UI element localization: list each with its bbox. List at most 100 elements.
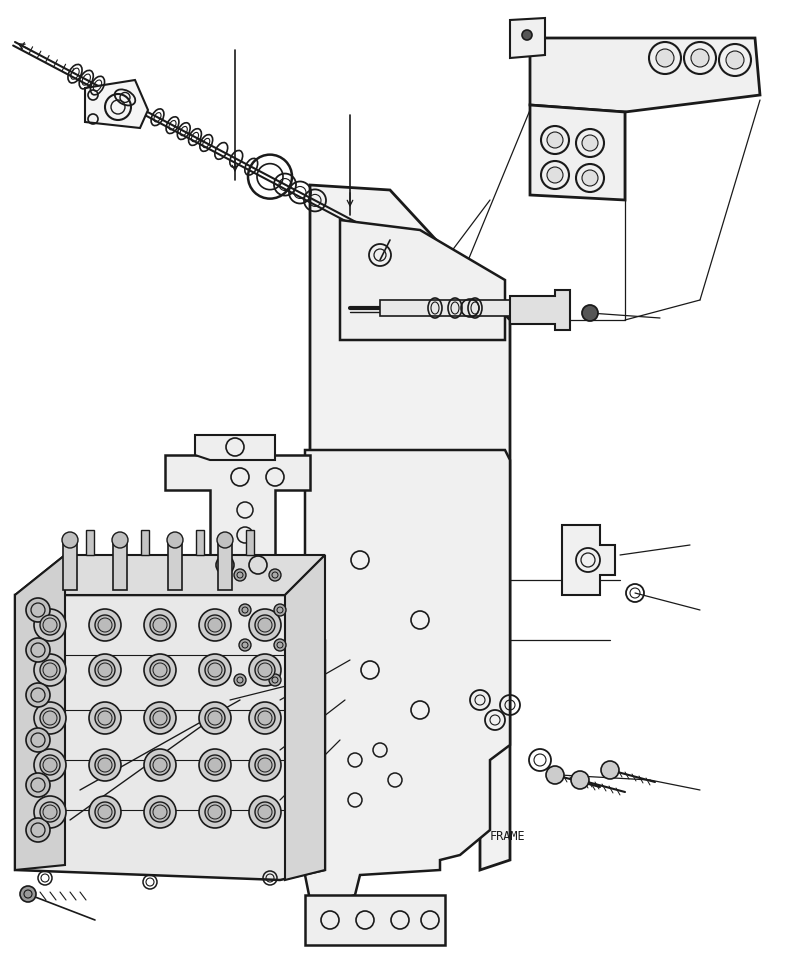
Circle shape	[144, 702, 176, 734]
Bar	[246, 530, 254, 555]
Polygon shape	[305, 895, 445, 945]
Bar	[168, 540, 182, 590]
Circle shape	[205, 755, 225, 775]
Circle shape	[150, 755, 170, 775]
Circle shape	[89, 654, 121, 686]
Circle shape	[255, 802, 275, 822]
Circle shape	[89, 749, 121, 781]
Circle shape	[269, 569, 281, 581]
Bar	[86, 530, 94, 555]
Circle shape	[255, 615, 275, 635]
Polygon shape	[530, 38, 760, 112]
Bar	[380, 300, 510, 316]
Polygon shape	[15, 555, 325, 595]
Bar	[113, 540, 127, 590]
Circle shape	[34, 702, 66, 734]
Circle shape	[95, 615, 115, 635]
Circle shape	[144, 796, 176, 828]
Circle shape	[112, 532, 128, 548]
Circle shape	[26, 683, 50, 707]
Circle shape	[95, 660, 115, 680]
Circle shape	[26, 773, 50, 797]
Circle shape	[199, 609, 231, 641]
Circle shape	[234, 569, 246, 581]
Circle shape	[34, 749, 66, 781]
Circle shape	[546, 766, 564, 784]
Circle shape	[234, 674, 246, 686]
Circle shape	[150, 615, 170, 635]
Circle shape	[150, 802, 170, 822]
Text: FRAME: FRAME	[490, 830, 525, 843]
Polygon shape	[285, 555, 325, 880]
Circle shape	[249, 654, 281, 686]
Circle shape	[40, 615, 60, 635]
Circle shape	[150, 660, 170, 680]
Circle shape	[199, 702, 231, 734]
Circle shape	[656, 49, 674, 67]
Circle shape	[40, 708, 60, 728]
Circle shape	[150, 708, 170, 728]
Circle shape	[205, 802, 225, 822]
Circle shape	[601, 761, 619, 779]
Circle shape	[144, 609, 176, 641]
Circle shape	[249, 609, 281, 641]
Circle shape	[40, 802, 60, 822]
Circle shape	[522, 30, 532, 40]
Polygon shape	[510, 290, 570, 330]
Circle shape	[217, 532, 233, 548]
Polygon shape	[305, 450, 510, 900]
Circle shape	[239, 639, 251, 651]
Circle shape	[89, 609, 121, 641]
Circle shape	[726, 51, 744, 69]
Polygon shape	[15, 595, 325, 880]
Circle shape	[582, 305, 598, 321]
Circle shape	[582, 170, 598, 186]
Circle shape	[95, 755, 115, 775]
Circle shape	[255, 755, 275, 775]
Bar	[218, 540, 232, 590]
Circle shape	[89, 796, 121, 828]
Circle shape	[205, 615, 225, 635]
Circle shape	[274, 604, 286, 616]
Circle shape	[205, 708, 225, 728]
Polygon shape	[530, 105, 625, 200]
Polygon shape	[562, 525, 615, 595]
Circle shape	[40, 660, 60, 680]
Circle shape	[144, 654, 176, 686]
Circle shape	[691, 49, 709, 67]
Circle shape	[26, 638, 50, 662]
Circle shape	[34, 609, 66, 641]
Polygon shape	[510, 18, 545, 58]
Circle shape	[274, 639, 286, 651]
Circle shape	[199, 796, 231, 828]
Circle shape	[40, 755, 60, 775]
Circle shape	[249, 702, 281, 734]
Circle shape	[95, 802, 115, 822]
Polygon shape	[165, 455, 310, 600]
Circle shape	[582, 135, 598, 151]
Circle shape	[199, 654, 231, 686]
Bar	[63, 540, 77, 590]
Circle shape	[26, 598, 50, 622]
Circle shape	[255, 660, 275, 680]
Bar	[141, 530, 149, 555]
Polygon shape	[310, 185, 510, 870]
Circle shape	[269, 674, 281, 686]
Circle shape	[167, 532, 183, 548]
Circle shape	[26, 728, 50, 752]
Circle shape	[199, 749, 231, 781]
Circle shape	[255, 708, 275, 728]
Circle shape	[571, 771, 589, 789]
Polygon shape	[340, 220, 505, 340]
Polygon shape	[15, 555, 65, 870]
Circle shape	[144, 749, 176, 781]
Circle shape	[34, 796, 66, 828]
Circle shape	[547, 167, 563, 183]
Polygon shape	[85, 80, 148, 128]
Circle shape	[89, 702, 121, 734]
Circle shape	[249, 749, 281, 781]
Circle shape	[20, 886, 36, 902]
Circle shape	[34, 654, 66, 686]
Bar	[196, 530, 204, 555]
Circle shape	[205, 660, 225, 680]
